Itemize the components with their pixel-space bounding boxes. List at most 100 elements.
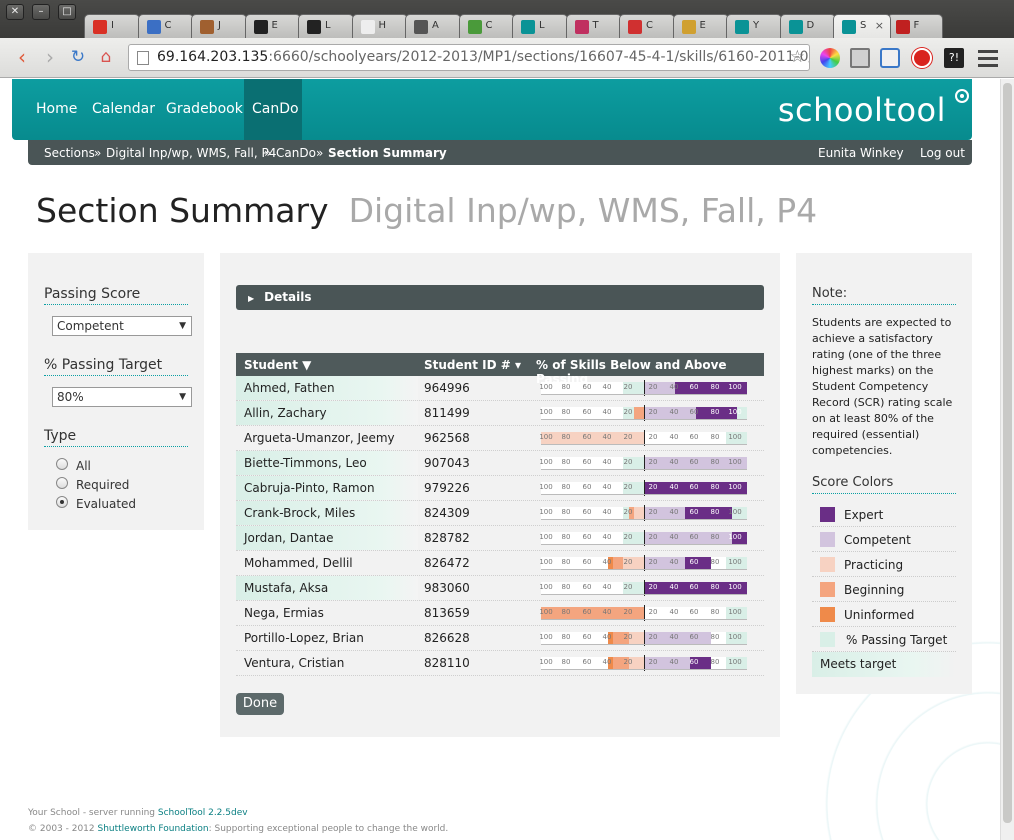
browser-tab[interactable]: H	[351, 14, 408, 38]
vertical-scrollbar[interactable]	[1000, 79, 1014, 840]
passing-score-select[interactable]: Competent ▼	[52, 316, 192, 336]
tick-label: 20	[623, 508, 633, 516]
breadcrumb-section[interactable]: Digital Inp/wp, WMS, Fall, P4	[106, 146, 277, 160]
back-icon[interactable]: ‹	[18, 45, 26, 69]
competent-bar	[644, 457, 747, 469]
browser-tab[interactable]: I	[84, 14, 140, 38]
page-subtitle: Digital Inp/wp, WMS, Fall, P4	[348, 191, 818, 230]
tab-favicon-icon	[574, 20, 589, 34]
home-icon[interactable]: ⌂	[100, 47, 112, 67]
tick-label: 60	[689, 533, 699, 541]
tick-label: 40	[669, 433, 679, 441]
nav-cando[interactable]: CanDo	[244, 79, 302, 140]
breadcrumb-cando[interactable]: CanDo	[276, 146, 316, 160]
footer-line-1: Your School - server running SchoolTool …	[28, 808, 248, 818]
type-required-radio[interactable]	[56, 477, 68, 489]
help-extension-icon[interactable]: ?!	[944, 48, 964, 68]
student-name[interactable]: Crank-Brock, Miles	[236, 501, 418, 525]
browser-tab[interactable]: Y	[726, 14, 782, 38]
color-picker-extension-icon[interactable]	[820, 48, 840, 68]
browser-tab[interactable]: J	[191, 14, 247, 38]
bar-baseline	[541, 394, 747, 395]
passing-line	[644, 580, 645, 596]
browser-tab[interactable]: T	[565, 14, 622, 38]
table-row: Mohammed, Dellil 826472 100 80 60 40 20 20 40 60 8…	[236, 551, 764, 576]
tick-label: 60	[689, 508, 699, 516]
schooltool-logo[interactable]: schooltool	[778, 91, 946, 129]
student-name[interactable]: Argueta-Umanzor, Jeemy	[244, 431, 395, 445]
breadcrumb-sections[interactable]: Sections	[44, 146, 95, 160]
student-name[interactable]: Portillo-Lopez, Brian	[244, 631, 364, 645]
footer-text: Your School - server running	[28, 808, 158, 818]
user-name-link[interactable]: Eunita Winkey	[818, 146, 904, 160]
tab-close-icon[interactable]: ×	[874, 19, 884, 32]
tick-label: 100	[539, 483, 553, 491]
browser-tab[interactable]: C	[458, 14, 515, 38]
browser-tab[interactable]: E	[244, 14, 301, 38]
student-name[interactable]: Ventura, Cristian	[244, 656, 345, 670]
student-id: 828782	[424, 531, 470, 545]
student-name[interactable]: Ahmed, Fathen	[236, 376, 418, 400]
expert-bar	[685, 557, 711, 569]
browser-tab[interactable]: L	[512, 14, 568, 38]
bar-baseline	[541, 619, 747, 620]
column-student-id[interactable]: Student ID # ▾	[424, 358, 521, 372]
screenshot-extension-icon[interactable]	[880, 48, 900, 68]
type-all-radio[interactable]	[56, 458, 68, 470]
details-label: Details	[264, 290, 312, 304]
browser-tab[interactable]: A	[405, 14, 461, 38]
score-color-passing-target: % Passing Target	[812, 627, 956, 652]
logout-link[interactable]: Log out	[920, 146, 965, 160]
student-name[interactable]: Mustafa, Aksa	[236, 576, 418, 600]
student-name[interactable]: Mohammed, Dellil	[244, 556, 353, 570]
maximize-window-button[interactable]: □	[58, 4, 76, 20]
close-window-button[interactable]: ✕	[6, 4, 24, 20]
beginning-bar	[613, 557, 624, 569]
student-name[interactable]: Nega, Ermias	[244, 606, 324, 620]
tick-label: 60	[689, 383, 699, 391]
tab-title: H	[378, 20, 387, 31]
address-bar[interactable]: 69.164.203.135:6660/schoolyears/2012-201…	[128, 44, 810, 71]
stop-extension-icon[interactable]	[912, 48, 932, 68]
bookmark-star-icon[interactable]: ☆	[789, 47, 805, 67]
scrollbar-thumb[interactable]	[1003, 83, 1012, 823]
breadcrumb: Sections » Digital Inp/wp, WMS, Fall, P4…	[28, 140, 972, 165]
student-name[interactable]: Biette-Timmons, Leo	[236, 451, 418, 475]
nav-gradebook[interactable]: Gradebook	[166, 101, 243, 117]
browser-tab[interactable]: C	[619, 14, 675, 38]
competent-bar	[644, 507, 686, 519]
tab-favicon-icon	[735, 20, 749, 34]
nav-calendar[interactable]: Calendar	[92, 101, 155, 117]
divider	[44, 446, 188, 447]
browser-tab[interactable]: C	[137, 14, 194, 38]
browser-tab[interactable]: L	[298, 14, 354, 38]
shuttleworth-link[interactable]: Shuttleworth Foundation	[97, 824, 209, 834]
passing-target-select[interactable]: 80% ▼	[52, 387, 192, 407]
student-name[interactable]: Allin, Zachary	[236, 401, 418, 425]
window-extension-icon[interactable]	[850, 48, 870, 68]
tab-favicon-icon	[200, 20, 214, 34]
browser-tab[interactable]: E	[672, 14, 729, 38]
browser-tab[interactable]: D	[779, 14, 836, 38]
passing-target-bar	[726, 657, 747, 669]
details-toggle[interactable]: ▶ Details	[236, 285, 764, 310]
color-label: % Passing Target	[846, 633, 948, 647]
student-name[interactable]: Cabruja-Pinto, Ramon	[236, 476, 418, 500]
column-student[interactable]: Student ▼	[244, 358, 312, 372]
tick-label: 80	[561, 608, 571, 616]
schooltool-version-link[interactable]: SchoolTool 2.2.5dev	[157, 808, 248, 818]
minimize-window-button[interactable]: –	[32, 4, 50, 20]
student-name[interactable]: Jordan, Dantae	[236, 526, 418, 550]
divider	[812, 304, 956, 305]
reload-icon[interactable]: ↻	[70, 47, 86, 67]
type-evaluated-radio[interactable]	[56, 496, 68, 508]
nav-home[interactable]: Home	[36, 101, 78, 117]
browser-tab[interactable]: S ×	[833, 14, 891, 38]
forward-icon[interactable]: ›	[46, 45, 54, 69]
tab-title: T	[592, 20, 599, 31]
browser-tab[interactable]: F	[886, 14, 943, 38]
done-button[interactable]: Done	[236, 693, 284, 715]
menu-icon[interactable]	[978, 50, 998, 67]
tick-label: 80	[561, 408, 571, 416]
summary-panel: ▶ Details Student ▼ Student ID # ▾ % of S…	[220, 253, 780, 737]
